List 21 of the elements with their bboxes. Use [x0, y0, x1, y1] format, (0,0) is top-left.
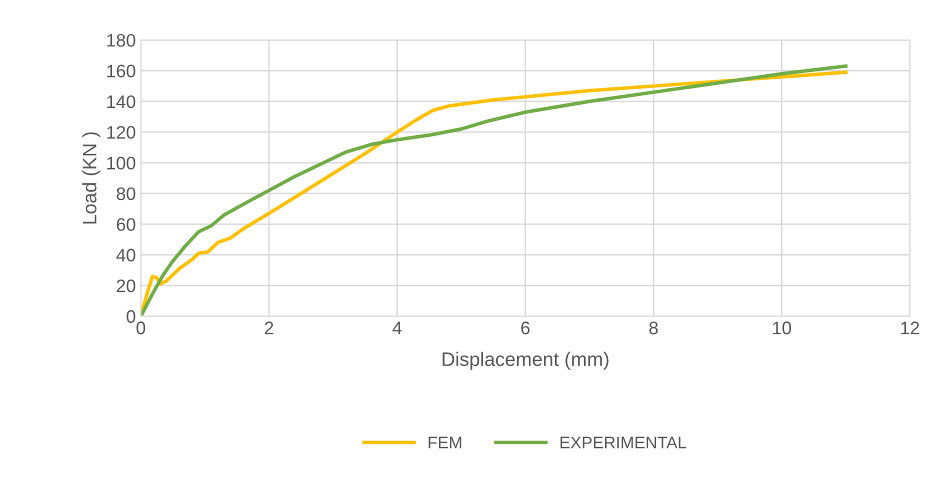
x-tick-label: 2 [264, 322, 274, 334]
x-tick-label: 0 [136, 322, 146, 334]
x-tick-label: 8 [649, 322, 658, 334]
x-tick-label: 4 [392, 322, 402, 334]
legend-label: FEM [428, 436, 462, 448]
x-axis-title: Displacement (mm) [442, 352, 608, 370]
y-tick-label: 80 [116, 187, 136, 200]
x-tick-label: 10 [773, 322, 792, 334]
y-tick-label: 60 [116, 218, 136, 231]
y-tick-label: 160 [107, 64, 136, 78]
y-axis-title: Load (KN ) [82, 132, 100, 224]
y-tick-label: 100 [107, 156, 136, 170]
y-tick-label: 120 [107, 126, 136, 139]
y-tick-label: 40 [116, 248, 136, 262]
y-tick-label: 140 [107, 95, 136, 108]
y-tick-label: 0 [126, 310, 136, 323]
y-tick-label: 180 [107, 34, 136, 47]
legend-label: EXPERIMENTAL [560, 436, 686, 448]
x-tick-label: 6 [521, 322, 530, 334]
x-tick-label: 12 [901, 322, 920, 334]
y-tick-label: 20 [116, 279, 136, 292]
